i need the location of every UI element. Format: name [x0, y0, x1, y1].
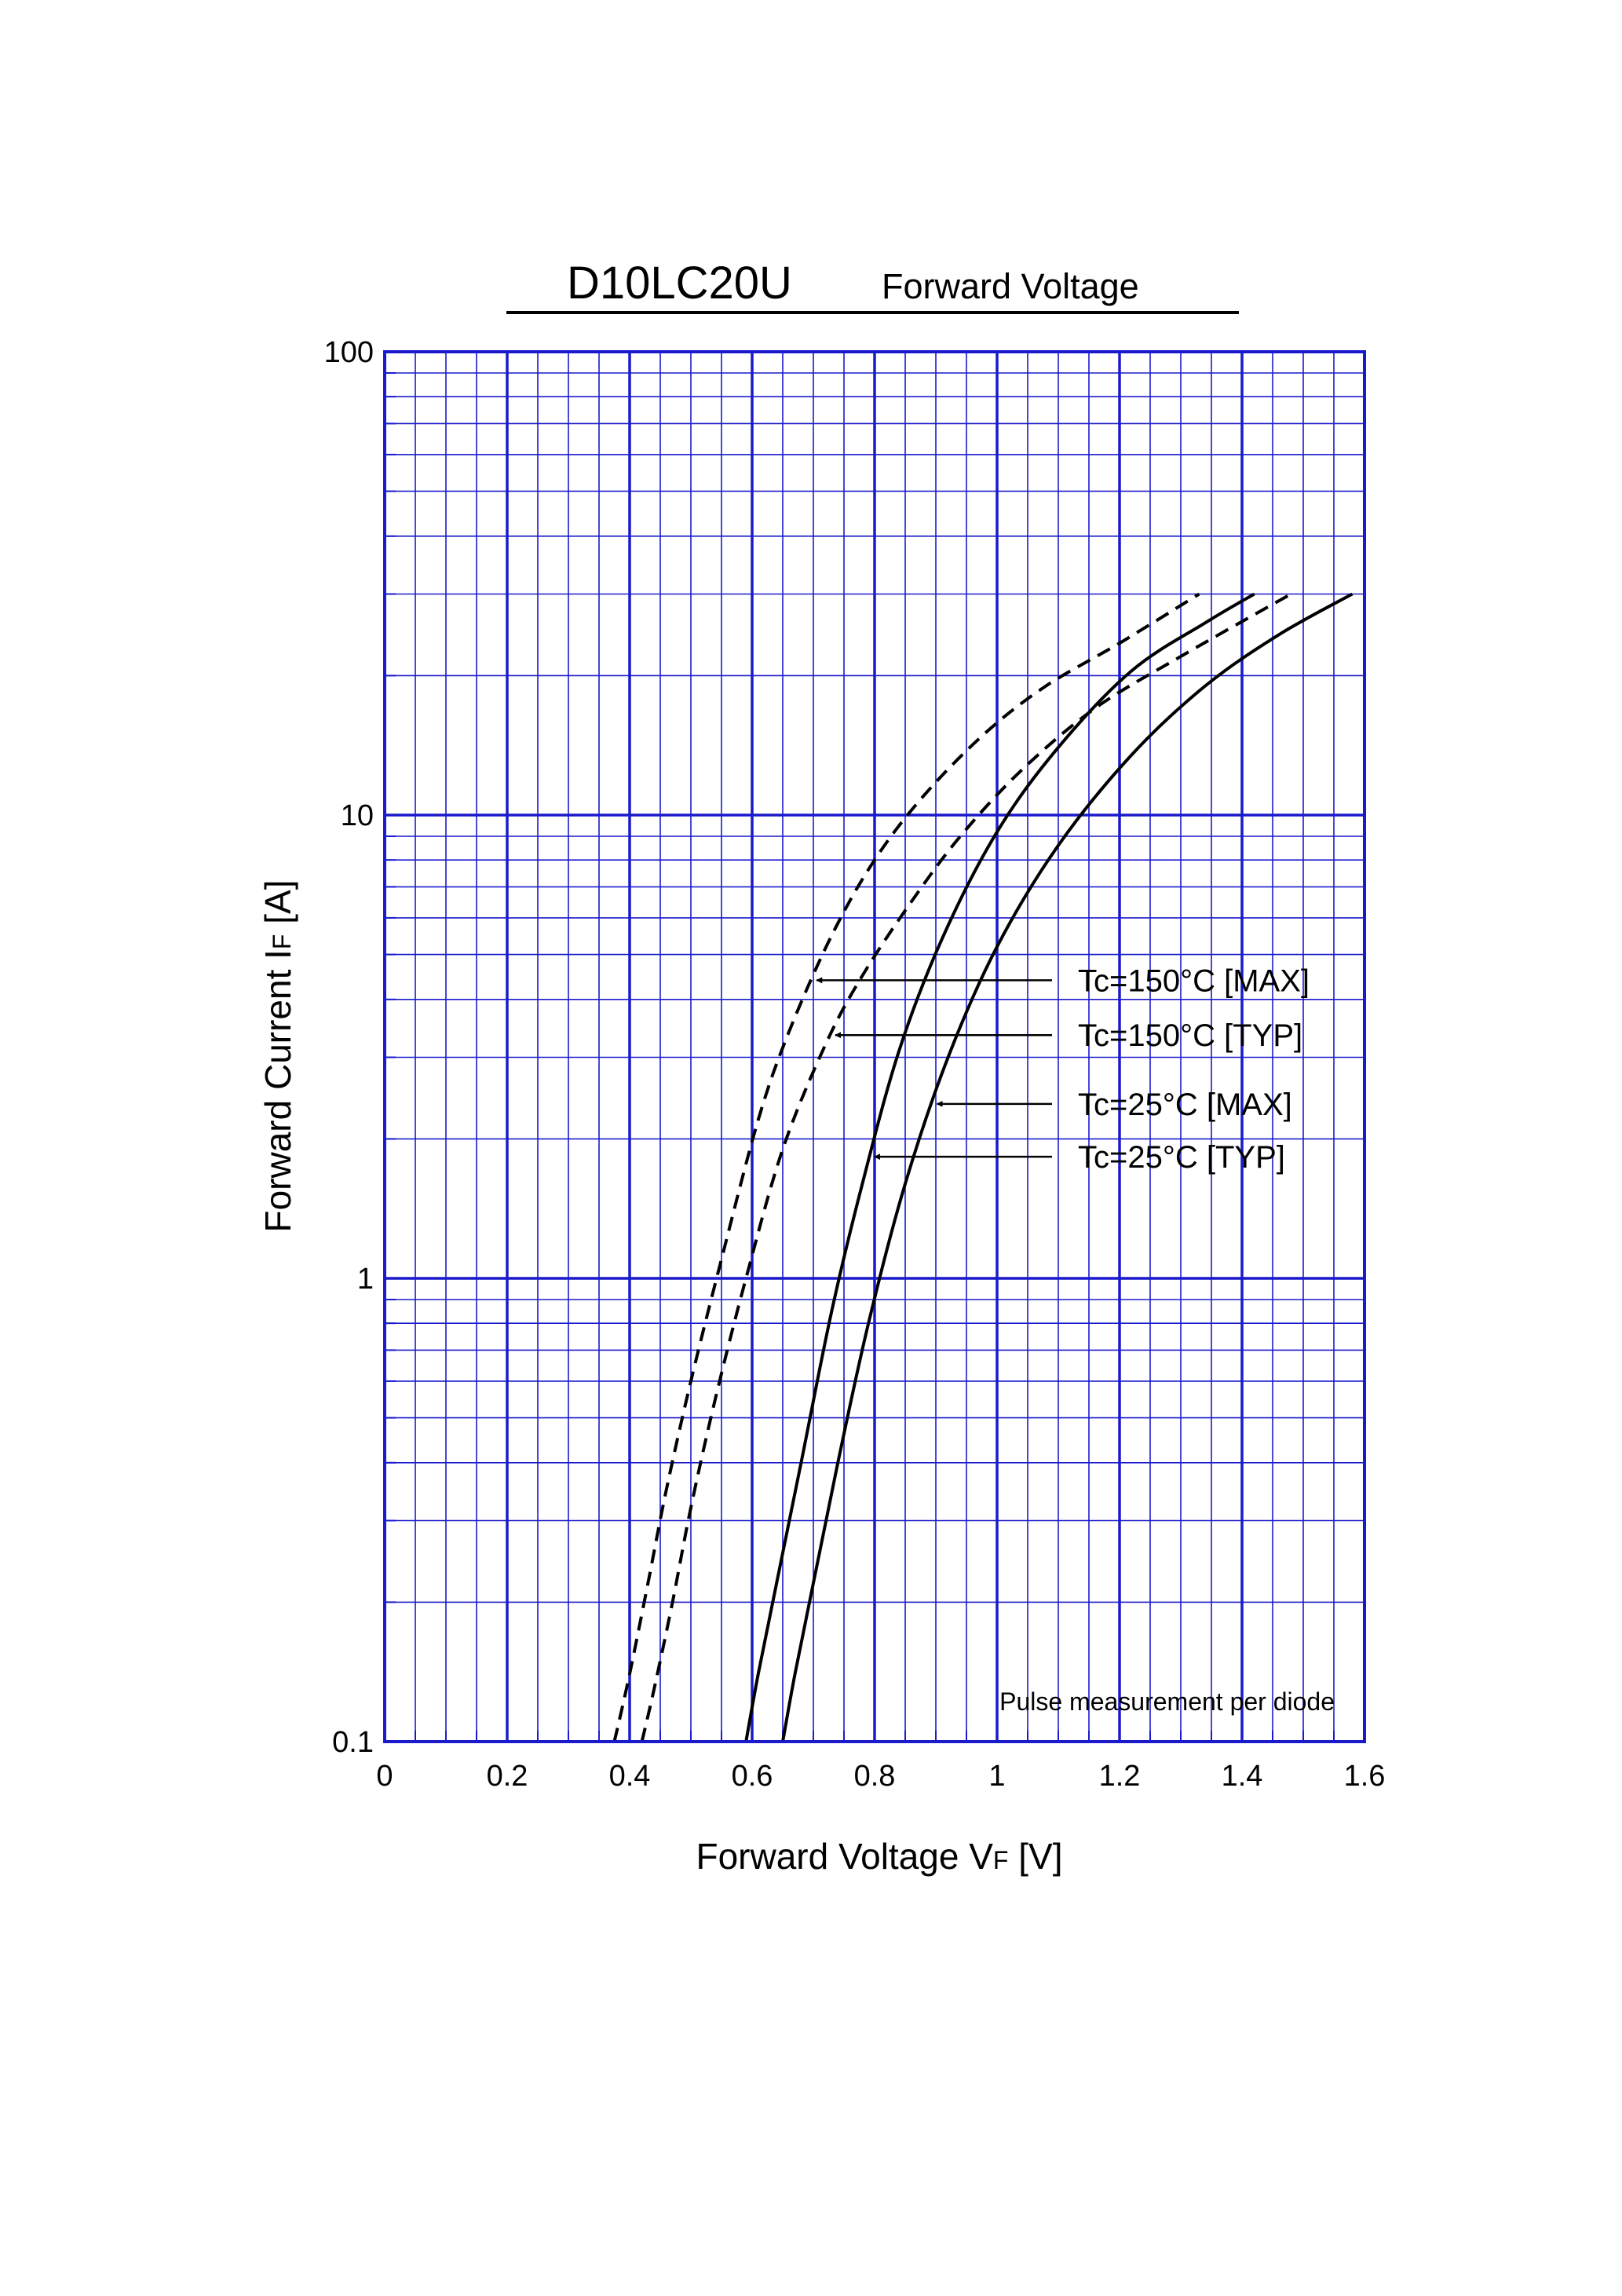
- series-line-3: [781, 592, 1353, 1742]
- series-line-0: [612, 592, 1200, 1742]
- x-axis-label: Forward Voltage VF [V]: [696, 1836, 1063, 1877]
- x-tick-label: 1.4: [1222, 1760, 1263, 1793]
- x-axis-label-main: Forward Voltage V: [696, 1836, 994, 1877]
- y-axis-label-main: Forward Current I: [258, 949, 298, 1232]
- x-tick-label: 0.8: [854, 1760, 896, 1793]
- x-tick-label: 0.6: [732, 1760, 773, 1793]
- annotation-label: Tc=25°C [MAX]: [1078, 1088, 1292, 1122]
- major-grid: [385, 352, 1364, 1742]
- y-axis-label: Forward Current IF [A]: [258, 879, 298, 1232]
- y-tick-label: 1: [357, 1263, 374, 1296]
- x-tick-label: 0: [376, 1760, 393, 1793]
- annotation-label: Tc=25°C [TYP]: [1078, 1140, 1285, 1175]
- plot-frame: [383, 350, 1366, 1743]
- curves-group: [612, 592, 1353, 1742]
- x-tick-label: 0.2: [487, 1760, 528, 1793]
- annotation-label: Tc=150°C [TYP]: [1078, 1018, 1302, 1053]
- annotations-group: Tc=150°C [MAX] Tc=150°C [TYP] Tc=25°C [MAX…: [816, 963, 1310, 1175]
- minor-grid: [384, 352, 1365, 1742]
- y-tick-label: 10: [341, 799, 374, 832]
- x-tick-label: 1.6: [1344, 1760, 1386, 1793]
- series-line-2: [744, 592, 1255, 1742]
- chart-subtitle: Forward Voltage: [882, 266, 1139, 306]
- y-tick-label: 100: [324, 336, 374, 369]
- x-tick-label: 1: [988, 1760, 1005, 1793]
- x-tick-label: 1.2: [1099, 1760, 1141, 1793]
- x-tick-label: 0.4: [609, 1760, 651, 1793]
- x-tick-labels: 0 0.2 0.4 0.6 0.8 1 1.2 1.4 1.6: [376, 1760, 1385, 1793]
- y-tick-label: 0.1: [332, 1726, 374, 1759]
- annotation-label: Tc=150°C [MAX]: [1078, 963, 1310, 998]
- pulse-note: Pulse measurement per diode: [999, 1687, 1335, 1716]
- y-axis-label-sub: F: [268, 934, 296, 950]
- x-axis-label-sub: F: [993, 1846, 1009, 1874]
- y-tick-labels: 0.1 1 10 100: [324, 336, 374, 1759]
- x-axis-label-unit: [V]: [1008, 1836, 1062, 1877]
- y-axis-label-unit: [A]: [258, 879, 298, 934]
- chart-title: D10LC20U: [567, 258, 792, 309]
